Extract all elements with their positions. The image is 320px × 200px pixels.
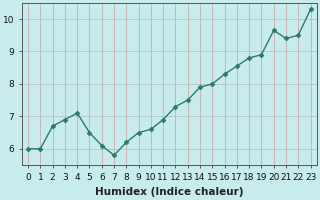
- X-axis label: Humidex (Indice chaleur): Humidex (Indice chaleur): [95, 187, 244, 197]
